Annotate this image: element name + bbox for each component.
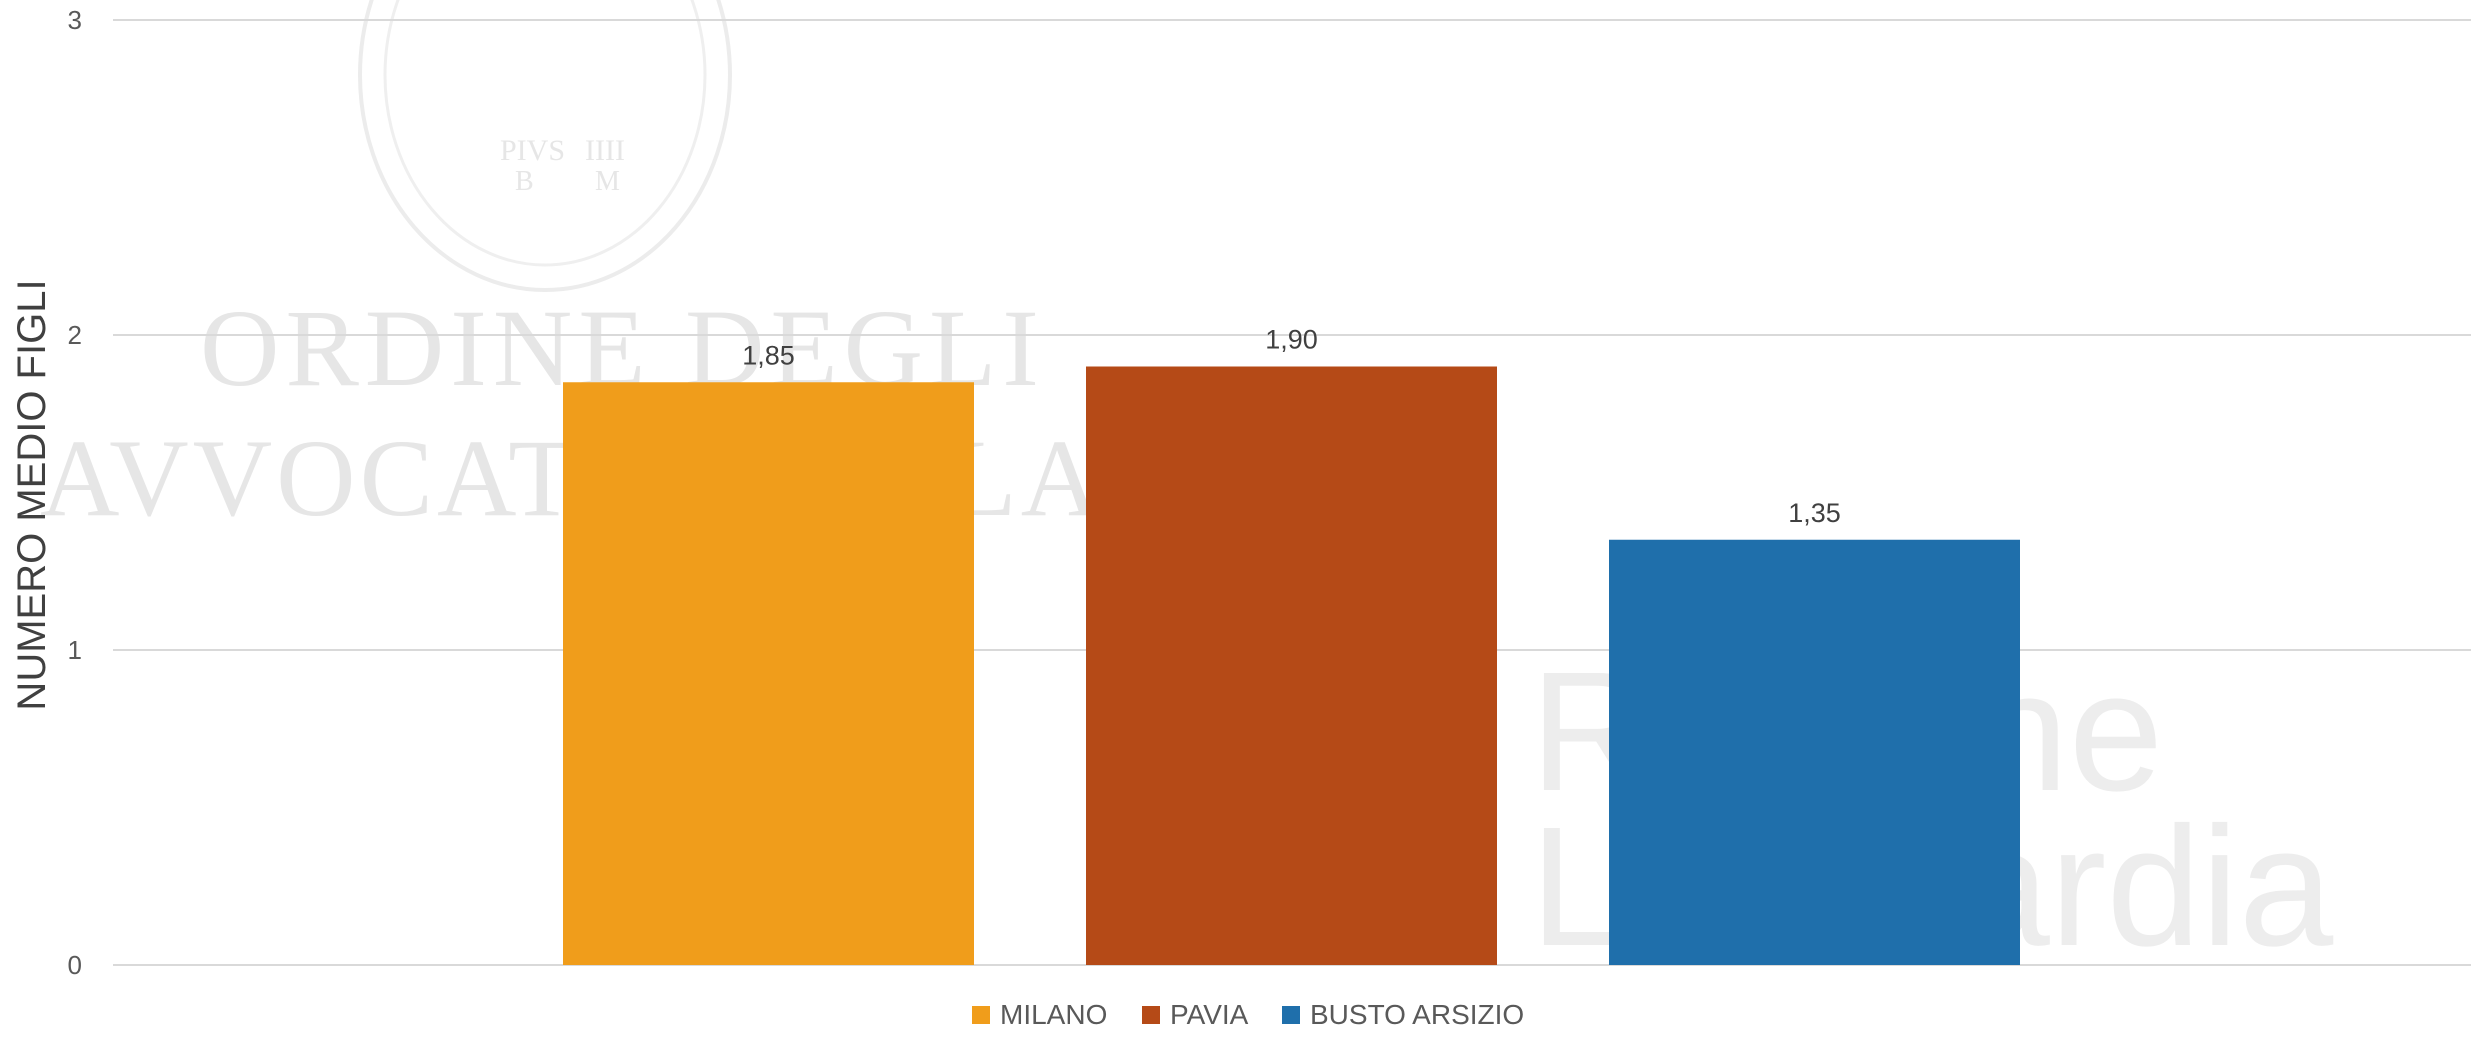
data-label: 1,35 [1788, 498, 1841, 528]
bar-pavia [1086, 366, 1497, 965]
legend-swatch [972, 1006, 990, 1024]
data-labels: 1,85 1,90 1,35 [742, 325, 1841, 528]
legend-swatch [1142, 1006, 1160, 1024]
y-axis-ticks: 0 1 2 3 [68, 5, 82, 980]
seal-text-4: M [595, 166, 620, 197]
y-axis-title: NUMERO MEDIO FIGLI [10, 279, 54, 710]
seal-logo: PIVS IIII B M [358, 0, 732, 292]
legend-swatch [1282, 1006, 1300, 1024]
y-tick-label: 2 [68, 320, 82, 350]
data-label: 1,90 [1265, 325, 1318, 355]
bar-milano [563, 382, 974, 965]
y-tick-label: 3 [68, 5, 82, 35]
legend-label: BUSTO ARSIZIO [1310, 999, 1524, 1030]
y-tick-label: 0 [68, 950, 82, 980]
seal-text-3: B [515, 166, 534, 197]
data-label: 1,85 [742, 340, 795, 370]
bar-busto-arsizio [1609, 539, 2020, 965]
y-tick-label: 1 [68, 635, 82, 665]
legend-label: PAVIA [1170, 999, 1249, 1030]
seal-text-1: PIVS [500, 134, 565, 167]
legend-label: MILANO [1000, 999, 1107, 1030]
legend: MILANO PAVIA BUSTO ARSIZIO [972, 999, 1524, 1030]
seal-text-2: IIII [585, 134, 625, 167]
bars [563, 366, 2020, 965]
